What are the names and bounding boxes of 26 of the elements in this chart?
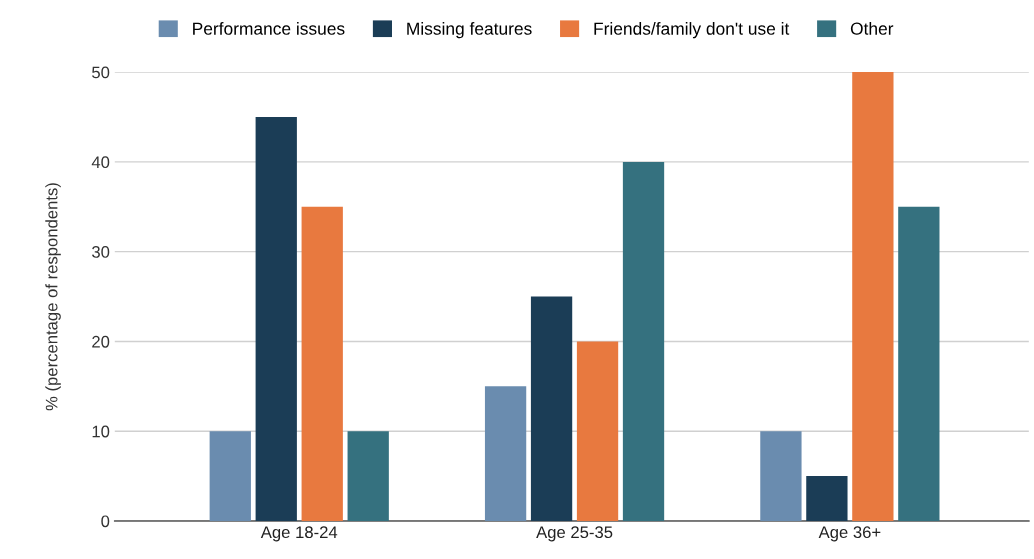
y-tick-label: 30 bbox=[92, 246, 110, 258]
legend-label: Other bbox=[850, 22, 894, 35]
bar bbox=[898, 206, 940, 521]
bar bbox=[806, 476, 848, 521]
bar bbox=[576, 341, 619, 521]
legend-label: Friends/family don't use it bbox=[594, 22, 790, 39]
y-tick-label: 20 bbox=[92, 335, 110, 348]
x-tick-label: Age 36+ bbox=[818, 526, 881, 542]
bar bbox=[852, 72, 894, 521]
bar bbox=[255, 117, 297, 521]
legend-label: Missing features bbox=[407, 22, 532, 39]
bar bbox=[622, 161, 665, 521]
y-tick-label: 40 bbox=[91, 156, 110, 169]
bar bbox=[760, 431, 802, 521]
y-axis-title: % (percentage of respondents) bbox=[45, 183, 61, 411]
bar bbox=[209, 431, 251, 521]
bar bbox=[347, 431, 389, 521]
y-tick-label: 10 bbox=[92, 425, 110, 438]
bar bbox=[530, 296, 573, 521]
y-tick-label: 50 bbox=[92, 66, 110, 79]
bar bbox=[484, 386, 527, 521]
x-tick-label: Age 25-35 bbox=[536, 526, 613, 542]
y-tick-label: 0 bbox=[101, 515, 110, 528]
legend-label: Performance issues bbox=[193, 22, 345, 35]
bar bbox=[301, 206, 343, 521]
x-tick-label: Age 18-24 bbox=[260, 526, 338, 542]
